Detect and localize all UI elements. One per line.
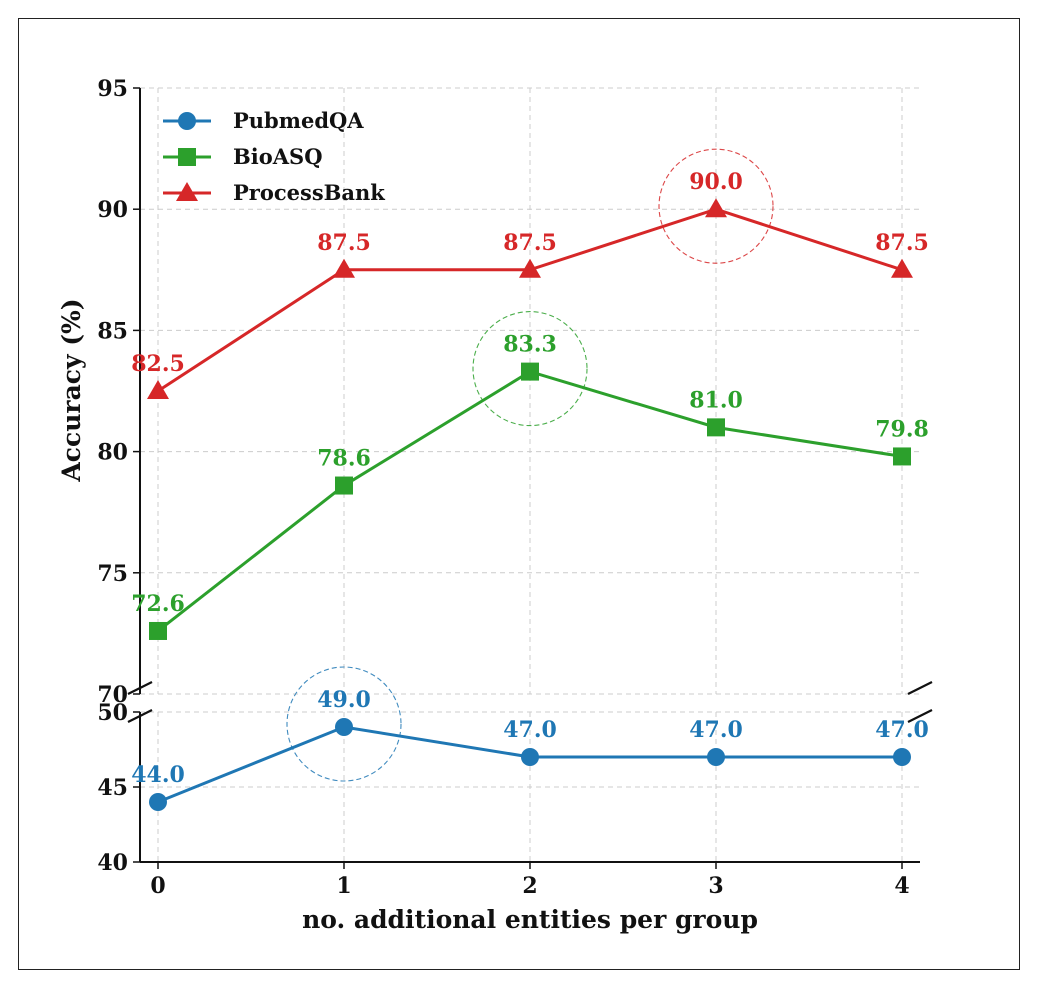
- data-point: [335, 718, 353, 736]
- data-label: 44.0: [131, 762, 185, 788]
- highlight-circle: [286, 666, 402, 782]
- x-tick-label: 4: [894, 873, 909, 899]
- y-tick-label: 40: [97, 850, 128, 876]
- data-point: [519, 258, 541, 278]
- axis-break-mark: [907, 709, 933, 723]
- data-label: 72.6: [131, 591, 185, 617]
- data-label: 47.0: [689, 717, 743, 743]
- data-point: [521, 362, 539, 381]
- y-tick-label: 45: [97, 775, 128, 801]
- x-tick-label: 1: [336, 873, 351, 899]
- data-label: 87.5: [503, 230, 557, 256]
- x-axis-title: no. additional entities per group: [302, 905, 758, 934]
- y-tick-label: 70: [97, 682, 128, 708]
- legend-marker: [178, 112, 196, 130]
- data-point: [705, 198, 727, 218]
- y-tick-label: 85: [97, 318, 128, 344]
- highlight-circle: [472, 311, 588, 427]
- data-point: [521, 748, 539, 766]
- data-label: 82.5: [131, 351, 185, 377]
- data-point: [147, 380, 169, 399]
- data-label: 90.0: [689, 169, 743, 195]
- y-tick-label: 50: [97, 700, 128, 726]
- data-point: [891, 258, 913, 278]
- legend-entry: ProcessBank: [233, 180, 385, 205]
- data-point: [707, 748, 725, 766]
- y-axis-title: Accuracy (%): [57, 298, 86, 482]
- legend-marker: [178, 148, 196, 166]
- legend-entry: PubmedQA: [233, 108, 364, 133]
- data-label: 83.3: [503, 332, 557, 358]
- data-point: [149, 793, 167, 811]
- data-label: 47.0: [875, 717, 929, 743]
- axis-break-mark: [127, 709, 153, 723]
- x-tick-label: 2: [522, 873, 537, 899]
- data-point: [893, 748, 911, 766]
- x-tick-label: 3: [708, 873, 723, 899]
- y-tick-label: 80: [97, 440, 128, 466]
- data-point: [893, 447, 911, 466]
- y-tick-label: 95: [97, 76, 128, 102]
- data-label: 49.0: [317, 687, 371, 713]
- data-label: 81.0: [689, 387, 743, 413]
- data-point: [335, 476, 353, 495]
- data-point: [333, 258, 355, 278]
- y-tick-label: 90: [97, 197, 128, 223]
- legend-entry: BioASQ: [233, 144, 323, 169]
- data-label: 79.8: [875, 416, 929, 442]
- highlight-circle: [658, 148, 774, 264]
- data-label: 87.5: [875, 230, 929, 256]
- figure-frame: [18, 18, 1020, 970]
- data-point: [707, 418, 725, 437]
- axis-break-mark: [127, 681, 153, 695]
- axis-break-mark: [907, 681, 933, 695]
- data-point: [149, 621, 167, 640]
- x-tick-label: 0: [150, 873, 165, 899]
- y-tick-label: 75: [97, 561, 128, 587]
- legend-marker: [176, 182, 198, 201]
- data-label: 47.0: [503, 717, 557, 743]
- data-label: 87.5: [317, 230, 371, 256]
- data-label: 78.6: [317, 446, 371, 472]
